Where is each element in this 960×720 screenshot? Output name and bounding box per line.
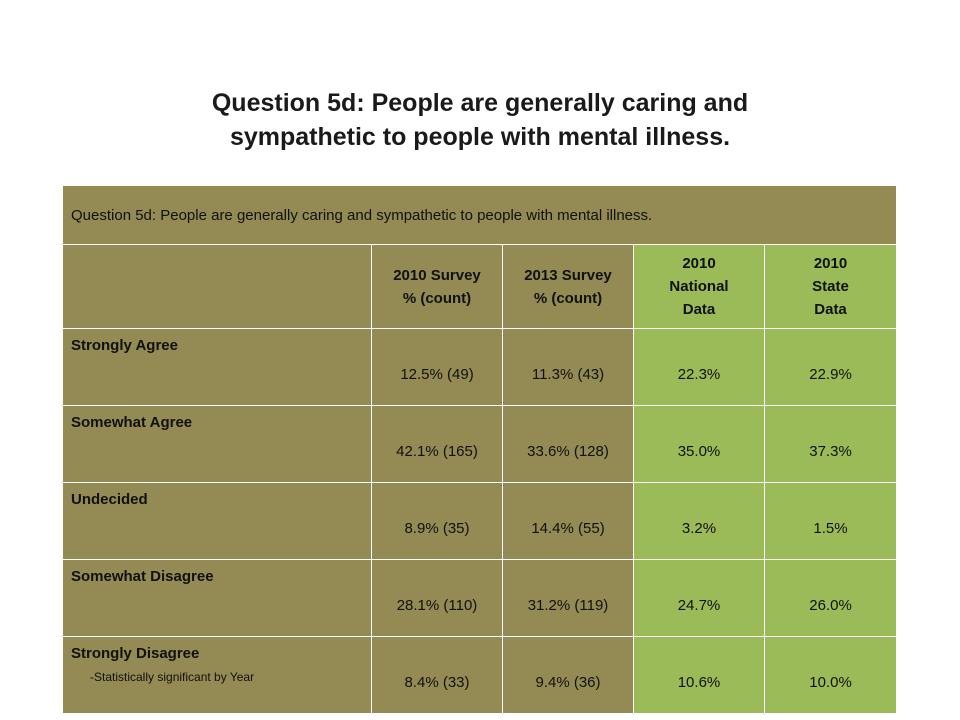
cell-2010-survey: 28.1% (110) (371, 559, 503, 637)
cell-2013-survey: 33.6% (128) (502, 405, 634, 483)
cell-2013-survey: 31.2% (119) (502, 559, 634, 637)
header-2013-survey: 2013 Survey % (count) (502, 244, 634, 329)
cell-2010-national: 3.2% (633, 482, 765, 560)
header-text: 2010 Survey (393, 266, 481, 284)
footnote: -Statistically significant by Year (90, 670, 255, 684)
table-row: Strongly Disagree 8.4% (33) 9.4% (36) 10… (62, 636, 898, 714)
title-line-2: sympathetic to people with mental illnes… (229, 123, 731, 151)
table-caption: Question 5d: People are generally caring… (61, 185, 898, 245)
cell-2010-state: 1.5% (763, 482, 898, 560)
header-text: 2013 Survey (524, 266, 612, 284)
cell-2010-survey: 12.5% (49) (371, 328, 503, 406)
results-table: Question 5d: People are generally caring… (61, 185, 898, 714)
cell-2010-survey: 42.1% (165) (371, 405, 503, 483)
header-text: % (count) (533, 289, 603, 307)
cell-2013-survey: 11.3% (43) (502, 328, 634, 406)
header-text: 2010 (682, 255, 716, 272)
cell-2010-survey: 8.9% (35) (371, 482, 503, 560)
row-label: Undecided (62, 482, 372, 560)
table-row: Somewhat Agree 42.1% (165) 33.6% (128) 3… (62, 405, 898, 483)
table-row: Strongly Agree 12.5% (49) 11.3% (43) 22.… (62, 328, 898, 406)
page-title: Question 5d: People are generally caring… (0, 86, 960, 154)
cell-2010-national: 24.7% (633, 559, 765, 637)
table-row: Undecided 8.9% (35) 14.4% (55) 3.2% 1.5% (62, 482, 898, 560)
header-row: 2010 Survey % (count) 2013 Survey % (cou… (62, 244, 898, 329)
cell-2010-state: 22.9% (763, 328, 898, 406)
cell-2010-national: 10.6% (633, 636, 765, 714)
row-label: Strongly Disagree (62, 636, 372, 714)
row-label: Somewhat Disagree (62, 559, 372, 637)
cell-2010-national: 22.3% (633, 328, 765, 406)
header-text: State (812, 278, 849, 295)
header-text: 2010 (813, 255, 848, 272)
row-label: Strongly Agree (62, 328, 372, 406)
header-2010-survey: 2010 Survey % (count) (371, 244, 503, 329)
cell-2010-state: 26.0% (763, 559, 898, 637)
cell-2013-survey: 14.4% (55) (502, 482, 634, 560)
cell-2010-survey: 8.4% (33) (371, 636, 503, 714)
title-line-1: Question 5d: People are generally caring… (211, 89, 749, 117)
header-text: National (669, 278, 729, 295)
header-text: Data (814, 301, 847, 318)
cell-2013-survey: 9.4% (36) (502, 636, 634, 714)
header-2010-national: 2010 National Data (633, 244, 765, 329)
cell-2010-state: 37.3% (763, 405, 898, 483)
row-label: Somewhat Agree (62, 405, 372, 483)
header-2010-state: 2010 State Data (763, 244, 898, 329)
table-row: Somewhat Disagree 28.1% (110) 31.2% (119… (62, 559, 898, 637)
cell-2010-national: 35.0% (633, 405, 765, 483)
header-text: Data (682, 301, 716, 318)
header-empty-cell (62, 244, 372, 329)
cell-2010-state: 10.0% (763, 636, 898, 714)
header-text: % (count) (402, 289, 472, 307)
